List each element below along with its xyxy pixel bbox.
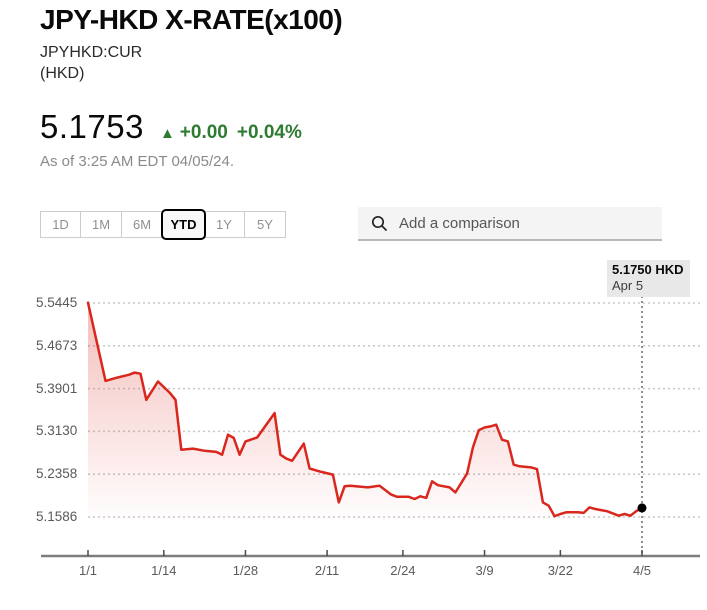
x-axis-label: 3/22	[547, 563, 573, 578]
as-of-timestamp: As of 3:25 AM EDT 04/05/24.	[40, 153, 235, 170]
range-selector: 1D 1M 6M YTD 1Y 5Y	[40, 209, 286, 240]
x-axis-label: 2/24	[390, 563, 416, 578]
range-button-6m[interactable]: 6M	[122, 211, 163, 238]
tooltip-date: Apr 5	[612, 278, 644, 293]
change-percent: +0.04%	[236, 122, 302, 143]
price-chart[interactable]: 5.5445 5.4673 5.3901 5.3130 5.2358 5.158…	[0, 255, 707, 610]
price-row: 5.1753 ▲ +0.00 +0.04%	[40, 108, 302, 146]
last-price: 5.1753	[40, 108, 144, 145]
currency-label: (HKD)	[40, 65, 85, 82]
chart-tooltip: 5.1750 HKD Apr 5	[607, 260, 690, 297]
y-axis-label: 5.1586	[36, 509, 78, 524]
range-button-1d[interactable]: 1D	[40, 211, 81, 238]
last-point-dot	[637, 503, 647, 513]
x-axis-label: 1/14	[151, 563, 177, 578]
search-icon	[371, 215, 388, 231]
x-axis-label: 3/9	[475, 563, 494, 578]
x-axis-label: 1/1	[78, 563, 98, 578]
tooltip-price: 5.1750 HKD	[612, 262, 684, 277]
area-fill	[88, 302, 642, 556]
ticker-symbol: JPYHKD:CUR	[40, 44, 143, 61]
y-axis-label: 5.3901	[36, 380, 78, 396]
x-axis-label: 4/5	[632, 563, 652, 578]
range-button-5y[interactable]: 5Y	[245, 211, 286, 238]
comparison-search-input[interactable]	[397, 213, 662, 233]
x-axis-label: 1/28	[232, 563, 259, 578]
price-line	[86, 301, 644, 518]
comparison-search-box[interactable]	[358, 207, 662, 241]
price-change: ▲ +0.00 +0.04%	[160, 122, 302, 144]
y-axis-label: 5.2358	[36, 466, 78, 482]
range-button-1y[interactable]: 1Y	[204, 211, 245, 238]
x-axis-label: 2/11	[314, 563, 340, 578]
chart-svg	[41, 296, 700, 558]
up-arrow-icon: ▲	[159, 125, 175, 142]
range-button-ytd[interactable]: YTD	[161, 209, 206, 240]
page-title: JPY-HKD X-RATE(x100)	[40, 4, 343, 35]
y-axis-label: 5.3130	[36, 423, 78, 439]
change-absolute: +0.00	[179, 122, 228, 143]
range-button-1m[interactable]: 1M	[81, 211, 122, 238]
y-axis-label: 5.5445	[36, 295, 78, 310]
y-axis-label: 5.4673	[36, 337, 78, 353]
